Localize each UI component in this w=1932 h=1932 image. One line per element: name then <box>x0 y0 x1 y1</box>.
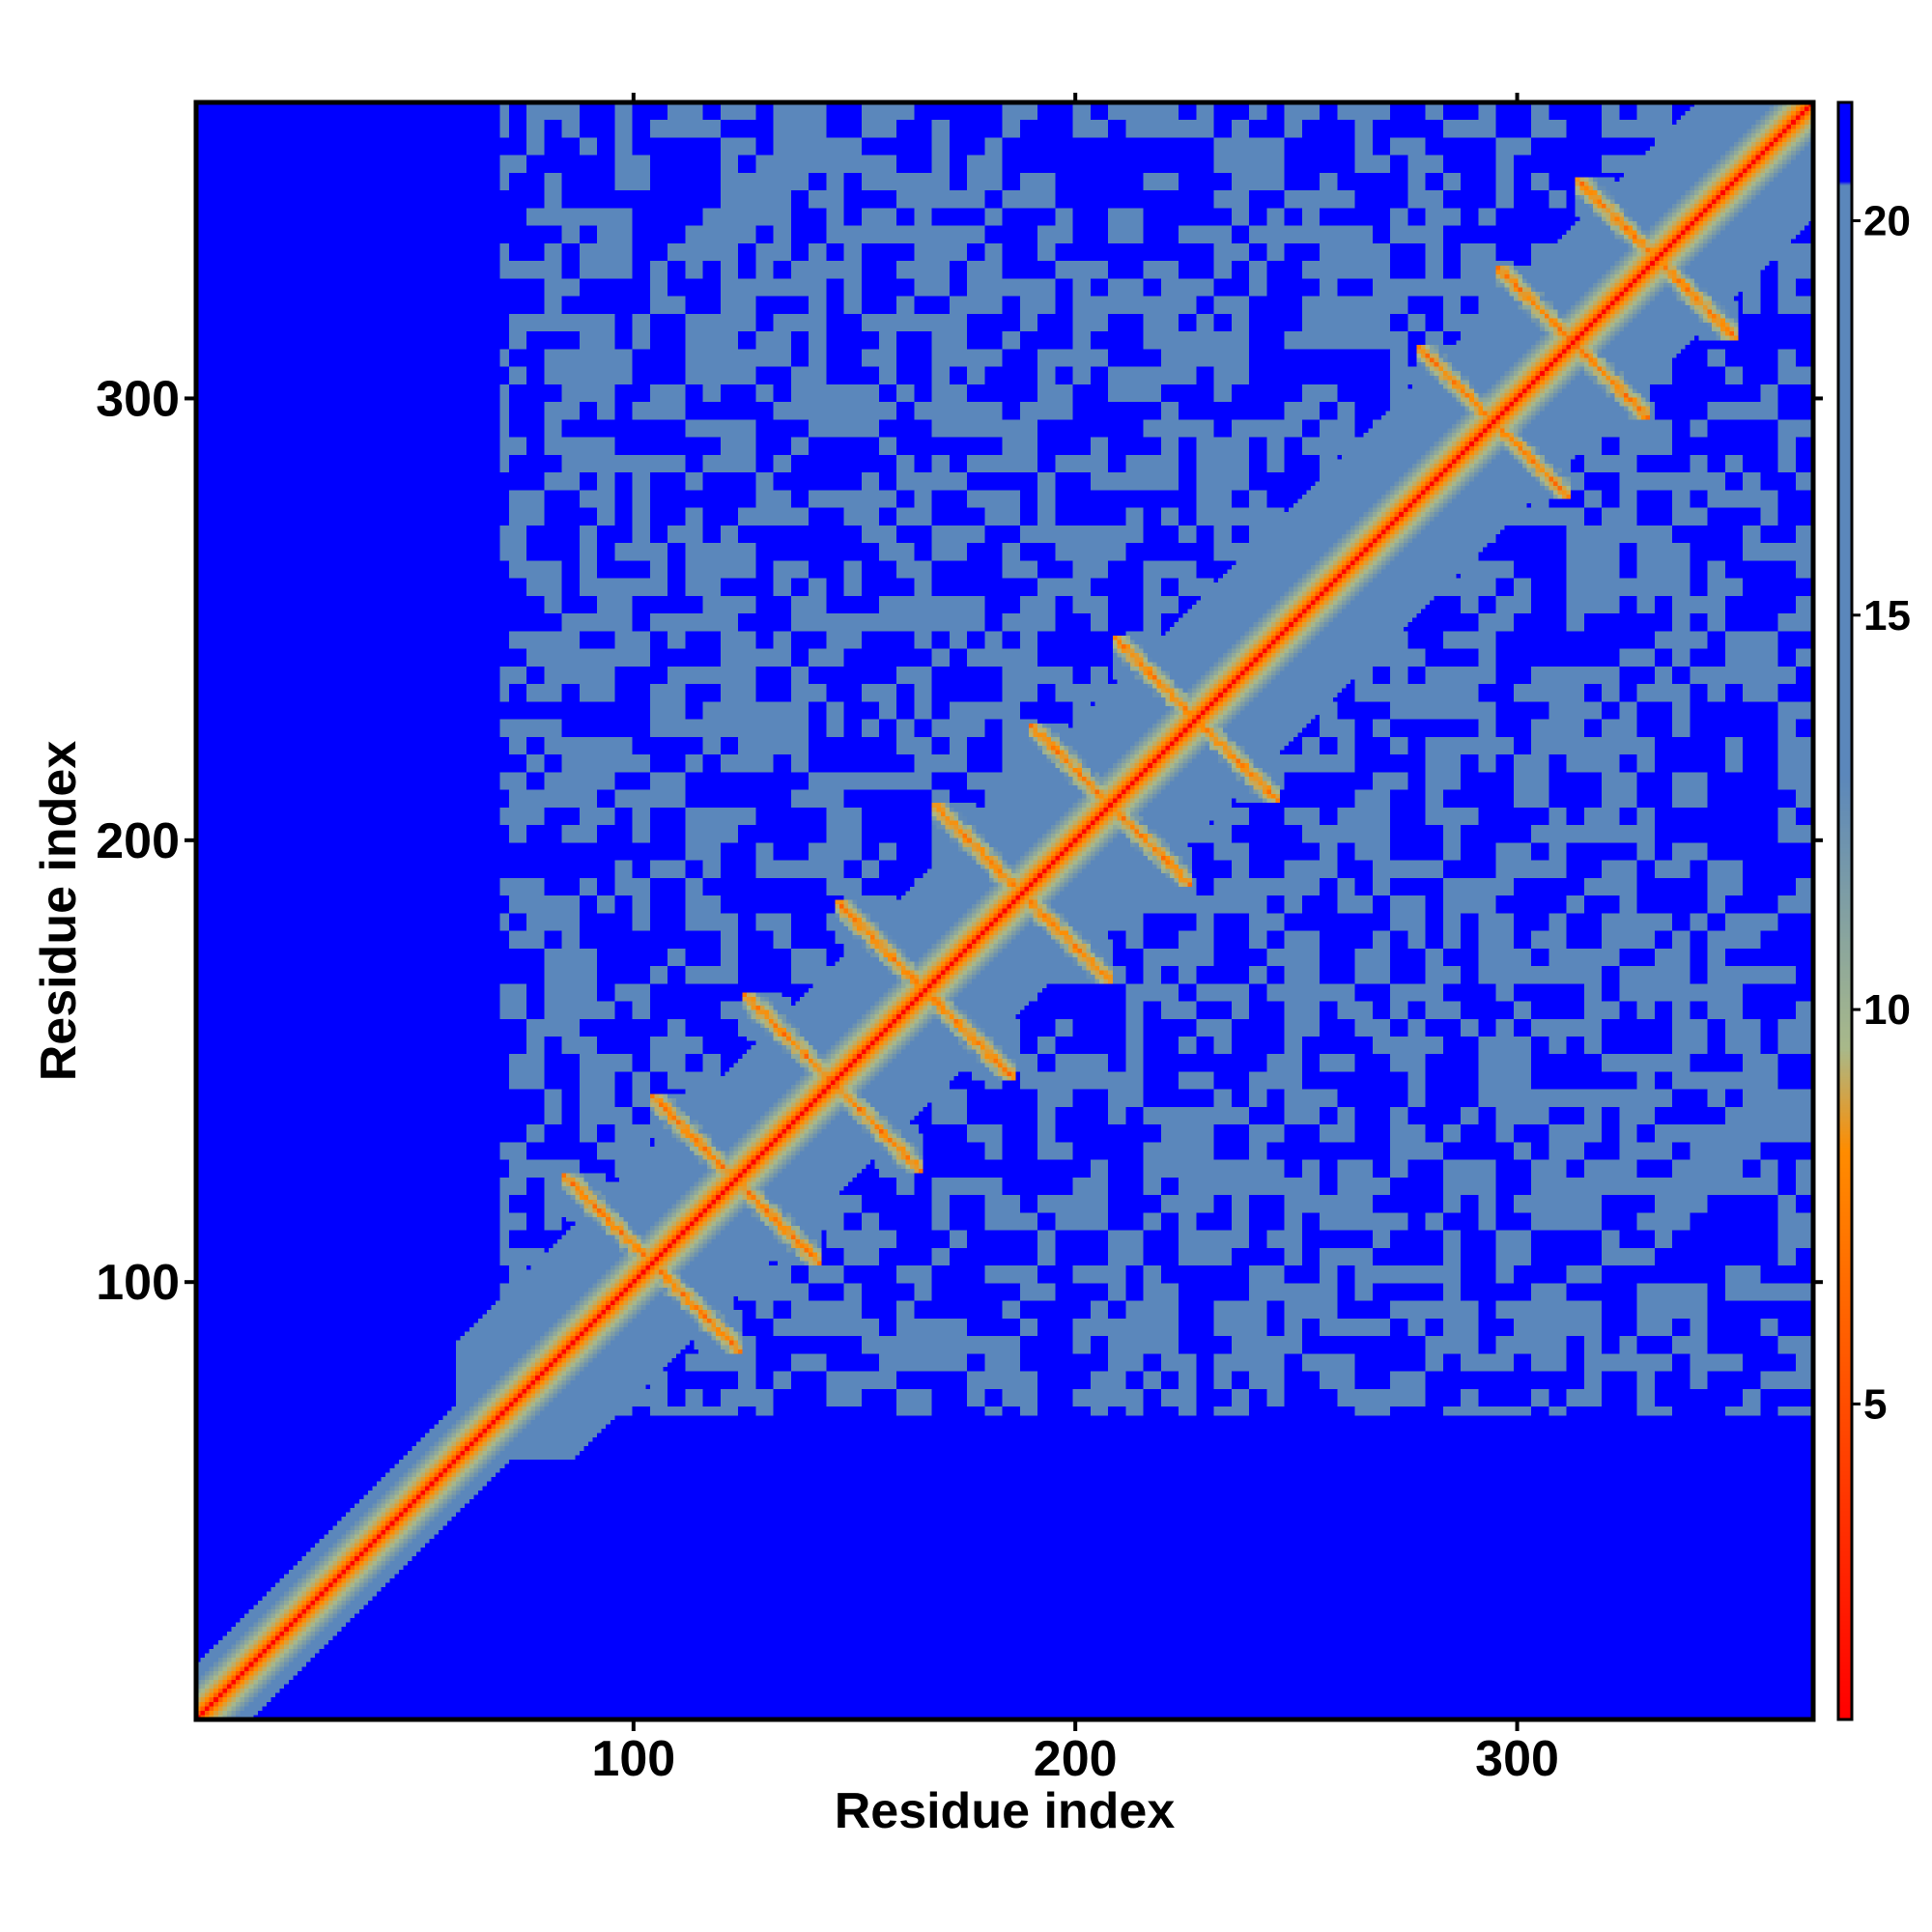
colorbar-tick-label: 5 <box>1863 1380 1887 1428</box>
x-tick-label: 200 <box>1034 1731 1118 1787</box>
plot-frame <box>193 99 1816 1722</box>
colorbar-gradient <box>1838 102 1852 1719</box>
colorbar: 5 10 15 20 <box>1836 100 1911 1721</box>
y-axis: 100 200 300 <box>96 371 196 1311</box>
colorbar-ticks: 5 10 15 20 <box>1852 197 1911 1428</box>
distance-heatmap <box>196 102 1813 1719</box>
y-axis-title: Residue index <box>31 741 87 1082</box>
colorbar-tick-label: 20 <box>1863 197 1911 244</box>
colorbar-tick-label: 15 <box>1863 592 1911 639</box>
x-tick-label: 100 <box>591 1731 675 1787</box>
top-axis-ticks <box>631 93 1520 102</box>
plot-area <box>193 99 1816 1722</box>
x-axis: 100 200 300 <box>591 1719 1559 1787</box>
y-tick-label: 200 <box>96 813 180 869</box>
y-tick-label: 100 <box>96 1255 180 1311</box>
right-axis-ticks <box>1813 396 1823 1285</box>
colorbar-frame <box>1836 100 1854 1721</box>
x-tick-label: 300 <box>1475 1731 1559 1787</box>
x-axis-title: Residue index <box>835 1783 1176 1839</box>
y-tick-label: 300 <box>96 371 180 427</box>
colorbar-tick-label: 10 <box>1863 986 1911 1034</box>
